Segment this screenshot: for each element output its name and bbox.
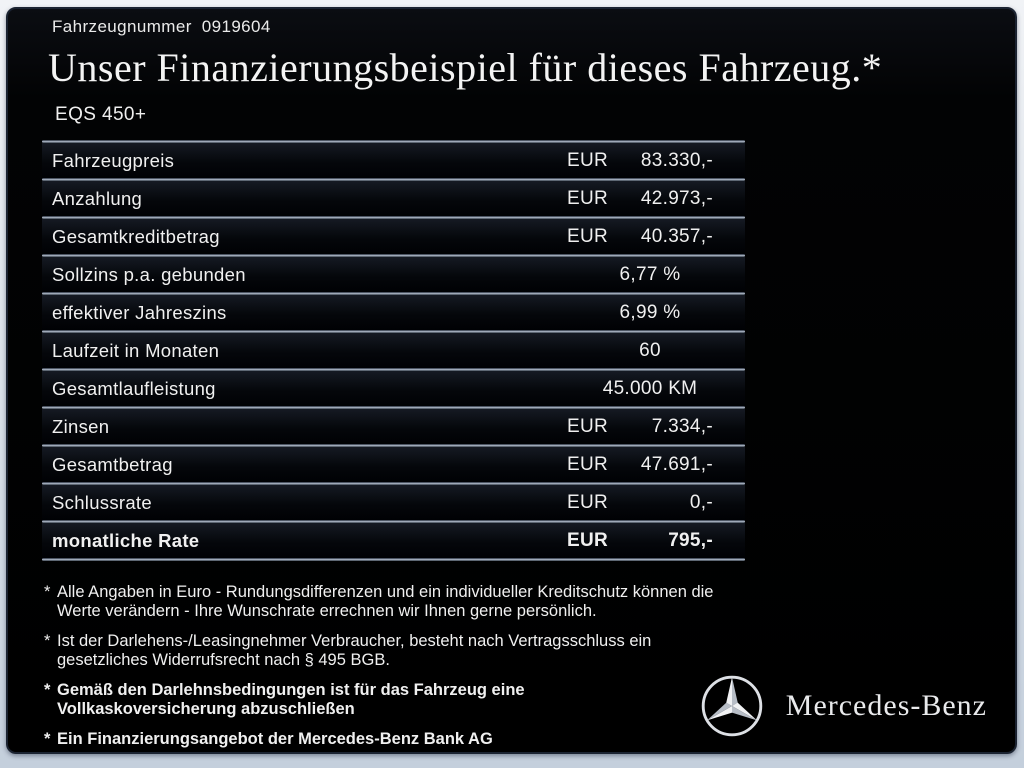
row-label: monatliche Rate <box>52 529 200 551</box>
row-value: 45.000 KM <box>602 377 698 399</box>
row-label: Fahrzeugpreis <box>52 149 175 171</box>
vehicle-number-line: Fahrzeugnummer 0919604 <box>52 17 1015 37</box>
row-value: 83.330,- <box>640 149 713 171</box>
financing-table: Fahrzeugpreis EUR 83.330,- Anzahlung EUR… <box>42 140 745 561</box>
row-currency: EUR <box>567 453 609 475</box>
brand-name: Mercedes-Benz <box>785 689 987 722</box>
vehicle-number-value: 0919604 <box>201 17 271 36</box>
footnote-marker: * <box>44 632 51 650</box>
footnotes: * Alle Angaben in Euro - Rundungsdiffere… <box>44 583 1015 749</box>
table-divider <box>42 254 745 257</box>
row-value: 47.691,- <box>640 453 713 475</box>
row-value: 42.973,- <box>640 187 713 209</box>
row-currency: EUR <box>567 415 609 437</box>
footnote-marker: * <box>44 730 51 748</box>
row-label: Sollzins p.a. gebunden <box>52 263 246 285</box>
table-divider <box>42 216 745 219</box>
vehicle-number-label: Fahrzeugnummer <box>52 17 192 36</box>
row-value: 795,- <box>668 529 713 551</box>
row-label: Gesamtbetrag <box>52 453 173 475</box>
table-divider <box>42 444 745 447</box>
footnote-text: Ein Finanzierungsangebot der Mercedes-Be… <box>57 730 493 748</box>
row-currency: EUR <box>567 149 609 171</box>
table-row: Zinsen EUR 7.334,- <box>42 409 745 444</box>
table-row: Gesamtkreditbetrag EUR 40.357,- <box>42 219 745 254</box>
table-divider <box>42 140 745 143</box>
footnote: * Alle Angaben in Euro - Rundungsdiffere… <box>44 583 1015 621</box>
row-label: Laufzeit in Monaten <box>52 339 220 361</box>
footnote-text: Ist der Darlehens-/Leasingnehmer Verbrau… <box>57 632 652 669</box>
row-label: effektiver Jahreszins <box>52 301 227 323</box>
table-divider <box>42 482 745 485</box>
table-row: Gesamtlaufleistung 45.000 KM <box>42 371 745 406</box>
table-row: Anzahlung EUR 42.973,- <box>42 181 745 216</box>
footnote: * Ein Finanzierungsangebot der Mercedes-… <box>44 730 1015 749</box>
row-label: Schlussrate <box>52 491 152 513</box>
vehicle-model: EQS 450+ <box>55 104 147 125</box>
row-currency: EUR <box>567 225 609 247</box>
row-label: Zinsen <box>52 415 110 437</box>
footnote-marker: * <box>44 583 51 601</box>
row-label: Gesamtlaufleistung <box>52 377 216 399</box>
mercedes-star-icon <box>701 675 763 737</box>
row-currency: EUR <box>567 187 609 209</box>
table-row: Schlussrate EUR 0,- <box>42 485 745 520</box>
footnote: * Ist der Darlehens-/Leasingnehmer Verbr… <box>44 632 1015 670</box>
table-divider <box>42 558 745 561</box>
row-currency: EUR <box>567 529 609 551</box>
row-value: 7.334,- <box>651 415 713 437</box>
table-divider <box>42 368 745 371</box>
brand-logo-block: Mercedes-Benz <box>700 674 987 738</box>
table-row: Gesamtbetrag EUR 47.691,- <box>42 447 745 482</box>
table-divider <box>42 520 745 523</box>
row-value: 6,99 % <box>619 301 681 323</box>
table-row: Sollzins p.a. gebunden 6,77 % <box>42 257 745 292</box>
page-title: Unser Finanzierungsbeispiel für dieses F… <box>48 45 883 90</box>
row-value: 6,77 % <box>619 263 681 285</box>
table-row-monthly-rate: monatliche Rate EUR 795,- <box>42 523 745 558</box>
table-divider <box>42 178 745 181</box>
footnote-marker: * <box>44 681 51 699</box>
row-label: Gesamtkreditbetrag <box>52 225 220 247</box>
row-value: 0,- <box>689 491 713 513</box>
table-divider <box>42 330 745 333</box>
footnote-text: Alle Angaben in Euro - Rundungsdifferenz… <box>57 583 714 620</box>
table-row: effektiver Jahreszins 6,99 % <box>42 295 745 330</box>
row-currency: EUR <box>567 491 609 513</box>
footnote: * Gemäß den Darlehnsbedingungen ist für … <box>44 681 1015 719</box>
row-value: 40.357,- <box>640 225 713 247</box>
table-row: Fahrzeugpreis EUR 83.330,- <box>42 143 745 178</box>
table-divider <box>42 406 745 409</box>
footnote-text: Gemäß den Darlehnsbedingungen ist für da… <box>57 681 525 718</box>
row-value: 60 <box>639 339 661 361</box>
table-row: Laufzeit in Monaten 60 <box>42 333 745 368</box>
financing-card: Fahrzeugnummer 0919604 Unser Finanzierung… <box>6 7 1017 754</box>
table-divider <box>42 292 745 295</box>
row-label: Anzahlung <box>52 187 143 209</box>
